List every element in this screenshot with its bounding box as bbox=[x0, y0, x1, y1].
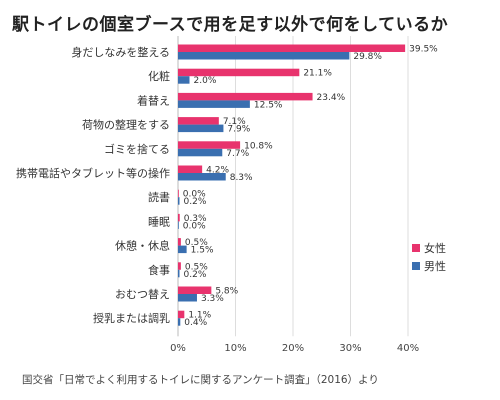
bar-female bbox=[178, 165, 203, 173]
data-label: 4.2% bbox=[206, 166, 229, 176]
x-tick-label: 30% bbox=[339, 343, 361, 354]
bar-male bbox=[178, 76, 190, 84]
bar-female bbox=[178, 44, 406, 52]
data-label: 0.0% bbox=[183, 190, 206, 200]
legend-swatch-male bbox=[412, 262, 420, 270]
bar-female bbox=[178, 262, 181, 270]
x-tick-label: 0% bbox=[170, 343, 186, 354]
category-label: 化粧 bbox=[148, 69, 170, 83]
data-label: 0.0% bbox=[183, 221, 206, 231]
bar-male bbox=[178, 221, 179, 229]
bar-female bbox=[178, 92, 313, 101]
legend-label: 男性 bbox=[424, 259, 446, 273]
data-label: 0.2% bbox=[184, 270, 207, 280]
data-label: 5.8% bbox=[215, 287, 238, 297]
bar-female bbox=[178, 141, 241, 149]
category-label: 着替え bbox=[137, 93, 170, 107]
category-label: 食事 bbox=[148, 263, 170, 277]
bar-female bbox=[178, 117, 219, 125]
x-tick-label: 40% bbox=[397, 343, 419, 354]
data-label: 0.3% bbox=[184, 214, 207, 224]
data-label: 12.5% bbox=[254, 100, 283, 110]
bar-female bbox=[178, 68, 300, 77]
bar-female bbox=[178, 238, 181, 246]
data-label: 0.5% bbox=[185, 262, 208, 272]
data-label: 0.2% bbox=[184, 197, 207, 207]
category-label: 読書 bbox=[148, 190, 170, 204]
bar-male bbox=[178, 173, 226, 181]
bar-male bbox=[178, 52, 350, 60]
data-label: 0.4% bbox=[184, 318, 207, 328]
data-label: 23.4% bbox=[317, 93, 346, 103]
data-label: 0.5% bbox=[185, 238, 208, 248]
bar-female bbox=[178, 310, 185, 319]
bar-female bbox=[178, 213, 180, 222]
category-label: おむつ替え bbox=[115, 287, 170, 301]
data-label: 3.3% bbox=[201, 294, 224, 304]
bar-male bbox=[178, 318, 181, 326]
legend-label: 女性 bbox=[424, 241, 446, 255]
source-note: 国交省「日常でよく利用するトイレに関するアンケート調査」（2016）より bbox=[22, 374, 379, 386]
category-label: 携帯電話やタブレット等の操作 bbox=[16, 166, 170, 180]
bar-male bbox=[178, 124, 224, 133]
data-label: 21.1% bbox=[303, 69, 332, 79]
data-label: 2.0% bbox=[194, 76, 217, 86]
data-label: 29.8% bbox=[353, 52, 382, 62]
data-label: 8.3% bbox=[230, 173, 253, 183]
category-label: 荷物の整理をする bbox=[82, 118, 170, 132]
legend-swatch-female bbox=[412, 244, 420, 252]
data-label: 7.9% bbox=[227, 125, 250, 135]
bar-male bbox=[178, 245, 187, 254]
data-label: 1.1% bbox=[188, 311, 211, 321]
bar-male bbox=[178, 197, 180, 205]
category-label: ゴミを捨てる bbox=[104, 142, 170, 156]
data-label: 7.7% bbox=[226, 149, 249, 159]
x-tick-label: 20% bbox=[282, 343, 304, 354]
category-label: 睡眠 bbox=[148, 215, 170, 228]
chart-title: 駅トイレの個室ブースで用を足す以外で何をしているか bbox=[12, 15, 449, 35]
category-label: 休憩・休息 bbox=[115, 239, 170, 253]
category-label: 身だしなみを整える bbox=[71, 45, 170, 59]
bar-male bbox=[178, 269, 180, 278]
bar-female bbox=[178, 286, 212, 294]
bar-female bbox=[178, 189, 179, 198]
x-tick-label: 10% bbox=[224, 343, 246, 354]
data-label: 39.5% bbox=[409, 45, 438, 55]
data-label: 1.5% bbox=[191, 246, 214, 256]
data-label: 10.8% bbox=[244, 141, 273, 151]
data-label: 7.1% bbox=[223, 117, 246, 127]
bar-male bbox=[178, 148, 223, 157]
category-label: 授乳または調乳 bbox=[93, 311, 170, 325]
bar-male bbox=[178, 294, 197, 302]
bar-male bbox=[178, 100, 250, 108]
